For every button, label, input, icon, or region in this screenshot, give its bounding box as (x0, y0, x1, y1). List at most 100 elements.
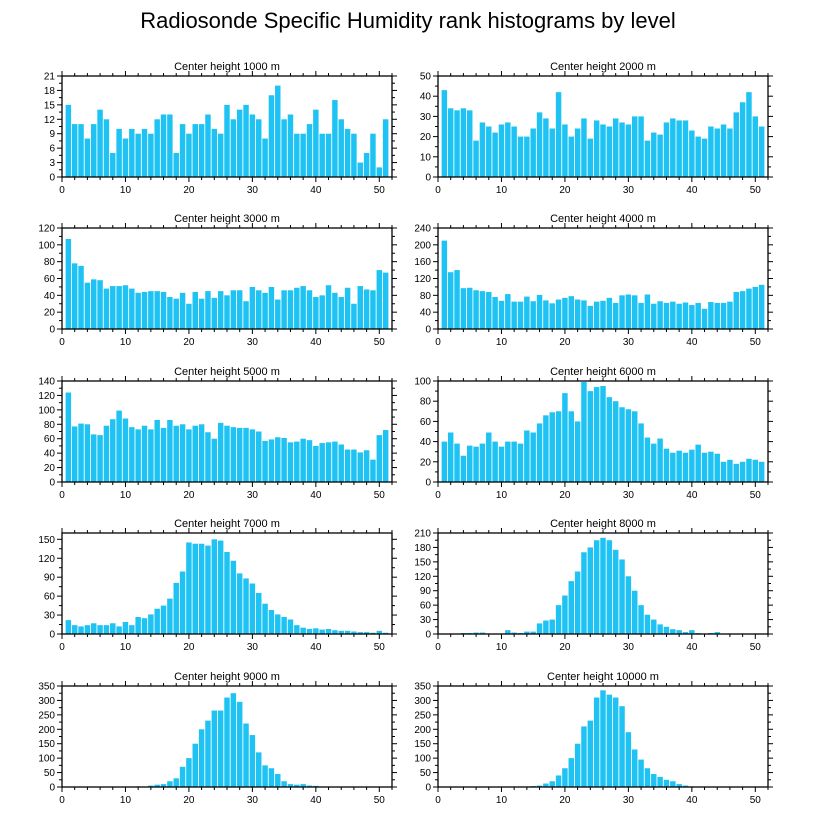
x-tick-label: 10 (496, 795, 508, 806)
y-tick-label: 60 (44, 274, 56, 285)
x-tick-label: 20 (559, 185, 571, 196)
histogram-bar (612, 118, 619, 177)
histogram-bar (587, 391, 594, 482)
chart-panel-10: Center height 10000 m0501001502002503003… (414, 671, 773, 806)
histogram-bar (670, 629, 676, 634)
histogram-bar (103, 119, 110, 177)
histogram-bar (619, 295, 625, 329)
y-tick-label: 3 (49, 158, 55, 169)
histogram-bar (536, 294, 543, 329)
histogram-bar (524, 136, 530, 177)
histogram-bar (344, 287, 351, 329)
y-tick-label: 120 (38, 224, 55, 235)
histogram-bar (236, 427, 243, 482)
histogram-bar (211, 539, 218, 634)
histogram-bar (256, 752, 262, 787)
histogram-bar (135, 292, 141, 329)
histogram-bar (71, 124, 78, 177)
histogram-bar (256, 431, 262, 482)
histogram-bar (306, 290, 313, 329)
histogram-bar (217, 540, 224, 634)
histogram-bar (154, 291, 160, 330)
histogram-bar (281, 616, 287, 634)
histogram-bar (116, 626, 122, 634)
histogram-bar (486, 291, 492, 329)
chart-panel-8: Center height 8000 m 0 30 60 90 120 150 180 210 0… (414, 518, 773, 653)
histogram-bar (97, 109, 103, 177)
histogram-bar (97, 280, 103, 329)
panel-title: Center height 6000 m (550, 366, 656, 378)
panel-title: Center height 7000 m (174, 518, 280, 530)
histogram-bar (720, 461, 727, 482)
x-tick-label: 20 (559, 337, 571, 348)
histogram-bar (651, 443, 657, 482)
y-tick-label: 80 (44, 257, 56, 268)
histogram-bar (192, 291, 198, 329)
histogram-bar (708, 126, 714, 177)
chart-panel-7: Center height 7000 m 0 30 60 90 120 150 0 10 20 30… (38, 518, 397, 653)
histogram-bar (294, 287, 300, 329)
histogram-bar (338, 444, 344, 482)
histogram-bar (211, 710, 218, 787)
histogram-bar (663, 626, 670, 634)
x-tick-label: 50 (750, 337, 762, 348)
histogram-bar (486, 432, 492, 482)
histogram-bar (205, 720, 211, 787)
x-tick-label: 10 (120, 185, 132, 196)
histogram-bar (651, 132, 657, 177)
histogram-bar (619, 407, 625, 482)
y-tick-label: 90 (420, 586, 432, 597)
x-tick-label: 10 (120, 642, 132, 653)
histogram-bar (236, 573, 243, 634)
histogram-bar (536, 785, 543, 787)
histogram-bar (243, 104, 249, 177)
histogram-bar (376, 435, 383, 482)
histogram-bar (752, 286, 759, 329)
histogram-bar (473, 290, 479, 329)
x-tick-label: 10 (496, 642, 508, 653)
histogram-bar (179, 292, 186, 329)
x-tick-label: 0 (435, 185, 441, 196)
histogram-bar (332, 100, 338, 177)
histogram-bar (447, 432, 454, 482)
y-tick-label: 300 (414, 696, 431, 707)
histogram-bar (319, 629, 325, 634)
histogram-bar (281, 437, 287, 482)
histogram-bar (344, 128, 351, 177)
panel-title: Center height 8000 m (550, 518, 656, 530)
histogram-bar (581, 118, 587, 177)
panel-title: Center height 9000 m (174, 671, 280, 683)
y-tick-label: 20 (420, 132, 432, 143)
x-tick-label: 20 (183, 642, 195, 653)
histogram-bar (549, 412, 555, 482)
histogram-bar (306, 785, 313, 787)
histogram-bar (224, 425, 230, 482)
y-tick-label: 100 (414, 377, 431, 388)
x-tick-label: 10 (120, 795, 132, 806)
y-tick-label: 0 (425, 783, 431, 794)
histogram-bar (110, 623, 116, 634)
chart-panel-2: Center height 2000 m 0 10 20 30 40 50 0 10 20 30 40… (420, 61, 773, 196)
histogram-bar (600, 386, 606, 482)
histogram-bar (211, 438, 218, 482)
histogram-bar (632, 411, 638, 482)
x-tick-label: 20 (183, 337, 195, 348)
histogram-bar (682, 785, 689, 787)
histogram-bar (625, 124, 632, 177)
histogram-bar (376, 270, 383, 329)
y-tick-label: 100 (38, 240, 55, 251)
histogram-bar (739, 461, 746, 482)
histogram-bar (454, 270, 460, 329)
y-tick-label: 40 (44, 449, 56, 460)
histogram-bar (619, 122, 625, 177)
histogram-bar (632, 590, 638, 634)
histogram-bar (593, 120, 600, 177)
histogram-bar (638, 423, 644, 482)
histogram-bar (148, 785, 154, 787)
histogram-bar (281, 290, 287, 329)
histogram-bar (110, 286, 116, 329)
histogram-bar (319, 295, 325, 329)
histogram-bar (752, 116, 759, 177)
histogram-bar (313, 445, 319, 482)
histogram-bar (511, 126, 517, 177)
